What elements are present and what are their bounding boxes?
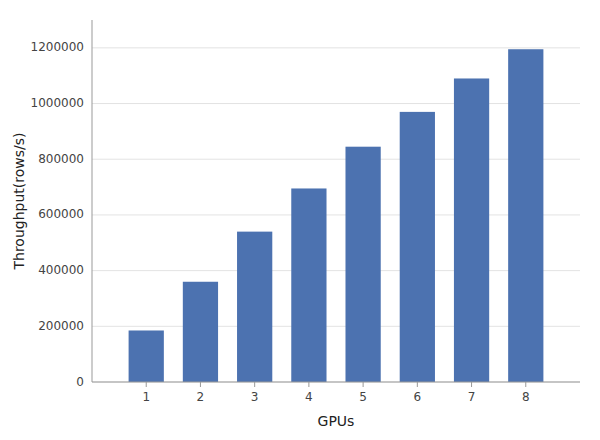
- x-tick: [200, 382, 201, 387]
- bar: [129, 330, 164, 382]
- grid-line: [92, 103, 580, 104]
- bar: [508, 49, 543, 382]
- bar: [237, 232, 272, 382]
- y-tick-label: 400000: [38, 263, 84, 277]
- y-axis-line: [92, 20, 93, 382]
- bars: [129, 49, 544, 382]
- x-tick-label: 5: [359, 390, 367, 404]
- grid-line: [92, 214, 580, 215]
- chart-container: 0 200000 400000 600000 800000 1000000 1200000 1…: [0, 0, 600, 440]
- x-tick: [471, 382, 472, 387]
- y-tick-label: 1000000: [31, 96, 84, 110]
- x-tick-label: 7: [468, 390, 476, 404]
- x-tick: [254, 382, 255, 387]
- y-axis-title: Throughput(rows/s): [11, 132, 27, 270]
- grid-line: [92, 326, 580, 327]
- x-tick: [363, 382, 364, 387]
- grid-line: [92, 270, 580, 271]
- x-tick-label: 3: [251, 390, 259, 404]
- grid-line: [92, 382, 580, 383]
- x-tick-label: 4: [305, 390, 313, 404]
- bar: [291, 188, 326, 382]
- bar: [454, 78, 489, 382]
- y-tick-label: 600000: [38, 207, 84, 221]
- bar: [183, 282, 218, 382]
- bar: [345, 147, 380, 382]
- chart-svg: 0 200000 400000 600000 800000 1000000 1200000 1…: [0, 0, 600, 440]
- bar: [400, 112, 435, 382]
- y-tick-label: 0: [76, 375, 84, 389]
- x-tick-label: 1: [142, 390, 150, 404]
- x-axis-title: GPUs: [318, 413, 355, 429]
- x-tick-label: 2: [197, 390, 205, 404]
- x-tick-label: 8: [522, 390, 530, 404]
- grid-line: [92, 159, 580, 160]
- x-tick: [417, 382, 418, 387]
- x-axis-line: [92, 382, 580, 383]
- y-tick-labels: 0 200000 400000 600000 800000 1000000 1200000: [31, 40, 84, 388]
- y-tick-label: 200000: [38, 319, 84, 333]
- grid-line: [92, 47, 580, 48]
- x-ticks: 1 2 3 4 5 6 7 8: [142, 382, 529, 404]
- y-tick-label: 800000: [38, 152, 84, 166]
- y-tick-label: 1200000: [31, 40, 84, 54]
- y-grid: [92, 48, 580, 382]
- x-tick: [308, 382, 309, 387]
- x-tick: [525, 382, 526, 387]
- x-tick-label: 6: [414, 390, 422, 404]
- x-tick: [146, 382, 147, 387]
